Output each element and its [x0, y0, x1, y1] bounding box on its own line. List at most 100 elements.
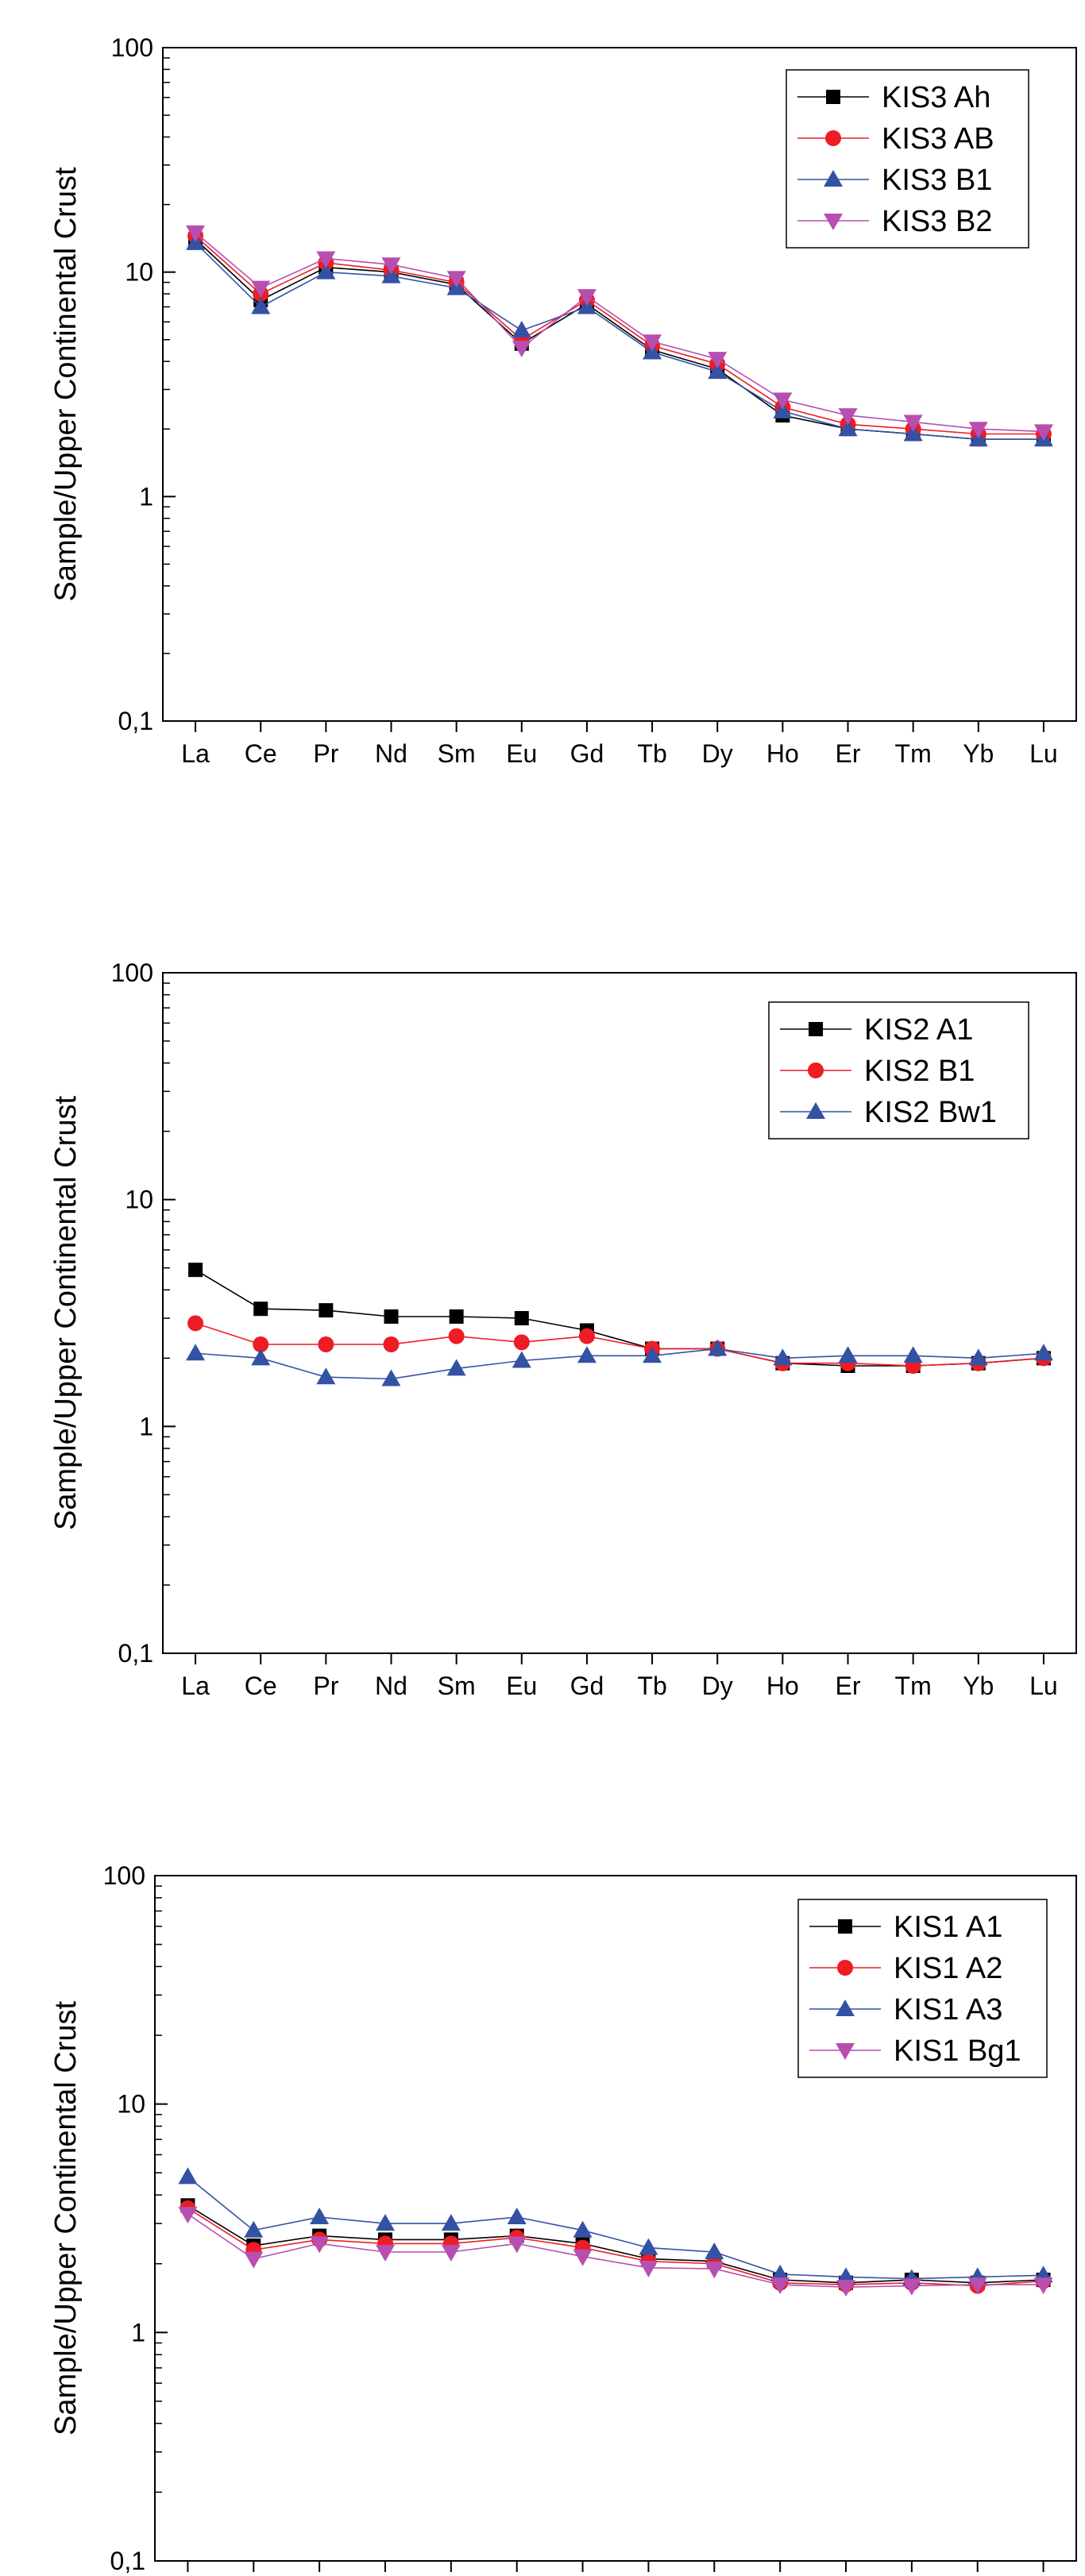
- legend-label: KIS2 A1: [864, 1013, 973, 1047]
- data-point: [968, 422, 988, 439]
- data-point: [383, 1336, 400, 1352]
- data-point: [187, 1315, 204, 1332]
- plot-frame: [162, 972, 1077, 1654]
- x-tick-label: Yb: [963, 739, 994, 768]
- data-point: [1033, 424, 1053, 442]
- y-axis-title: Sample/Upper Continental Crust: [49, 167, 83, 601]
- y-tick-label: 1: [139, 1412, 153, 1440]
- data-point: [967, 2277, 987, 2295]
- data-point: [319, 1303, 334, 1318]
- data-point: [244, 2220, 264, 2238]
- legend-label: KIS3 Ah: [882, 81, 990, 114]
- x-tick-label: Dy: [702, 1672, 733, 1700]
- legend-marker: [809, 1022, 823, 1036]
- legend-label: KIS2 Bw1: [864, 1096, 997, 1129]
- data-point: [446, 1359, 466, 1376]
- legend-marker: [836, 2043, 855, 2060]
- legend-label: KIS2 B1: [864, 1055, 975, 1088]
- series-1: [188, 232, 1051, 447]
- x-tick-label: Gd: [570, 739, 604, 768]
- x-tick-label: Ho: [766, 739, 799, 768]
- series-2: [187, 1315, 1052, 1375]
- x-tick-label: Gd: [570, 1672, 604, 1700]
- data-point: [773, 1348, 793, 1366]
- data-point: [449, 1309, 464, 1324]
- data-point: [643, 1346, 662, 1363]
- data-point: [310, 2208, 330, 2225]
- data-point: [186, 225, 206, 242]
- x-tick-label: Tm: [895, 1672, 932, 1700]
- plot-frame: [162, 47, 1077, 722]
- legend-marker: [824, 214, 843, 230]
- y-tick-label: 100: [103, 1861, 145, 1890]
- data-point: [186, 1344, 206, 1361]
- x-tick-label: Pr: [313, 1672, 338, 1700]
- data-point: [770, 2277, 790, 2295]
- legend-marker: [825, 130, 841, 146]
- y-tick-label: 0,1: [118, 707, 153, 735]
- x-tick-label: Lu: [1029, 1672, 1058, 1700]
- data-point: [838, 408, 858, 426]
- legend-label: KIS3 B1: [882, 164, 992, 197]
- data-point: [836, 2280, 855, 2297]
- plot-frame: [154, 1875, 1077, 2562]
- legend-label: KIS1 Bg1: [894, 2034, 1021, 2068]
- data-point: [1033, 2277, 1053, 2295]
- series-line: [187, 2213, 1044, 2289]
- data-point: [573, 2249, 593, 2266]
- x-tick-label: Ho: [766, 1672, 799, 1700]
- legend-label: KIS3 B2: [882, 205, 992, 238]
- legend-label: KIS1 A1: [894, 1911, 1002, 1944]
- data-point: [310, 2236, 330, 2254]
- series-3: [186, 233, 1053, 447]
- data-point: [903, 424, 923, 442]
- data-point: [708, 1339, 728, 1356]
- y-tick-label: 1: [139, 482, 153, 511]
- x-tick-label: Pr: [313, 739, 338, 768]
- x-tick-label: Tb: [637, 1672, 666, 1700]
- legend-label: KIS3 AB: [882, 122, 994, 156]
- data-point: [773, 401, 793, 418]
- data-point: [376, 2214, 395, 2231]
- x-tick-label: Tm: [895, 739, 932, 768]
- series-4: [186, 225, 1053, 442]
- x-tick-label: Er: [836, 1672, 861, 1700]
- series-line: [195, 242, 1044, 441]
- data-point: [253, 1301, 268, 1317]
- data-point: [316, 251, 336, 268]
- y-tick-label: 100: [111, 33, 153, 62]
- x-tick-label: Ce: [245, 1672, 277, 1700]
- x-tick-label: Dy: [702, 739, 733, 768]
- data-point: [639, 2238, 658, 2255]
- x-tick-label: Ce: [245, 739, 277, 768]
- series-line: [195, 235, 1044, 435]
- data-point: [705, 2242, 724, 2260]
- data-point: [902, 2278, 921, 2296]
- data-point: [507, 2208, 527, 2225]
- legend-marker: [808, 1062, 824, 1078]
- series-1: [180, 2198, 1051, 2290]
- data-point: [639, 2260, 658, 2277]
- x-tick-label: Nd: [375, 739, 407, 768]
- x-tick-label: La: [181, 1672, 210, 1700]
- data-point: [441, 2214, 461, 2231]
- data-point: [773, 392, 793, 410]
- x-tick-label: La: [181, 739, 210, 768]
- y-tick-label: 1: [131, 2318, 145, 2347]
- series-line: [195, 232, 1044, 433]
- x-tick-label: Eu: [506, 1672, 537, 1700]
- legend: KIS3 Ah KIS3 AB KIS3 B1 KIS3 B2: [786, 69, 1029, 249]
- data-point: [448, 1328, 465, 1344]
- legend-marker: [837, 1960, 853, 1976]
- x-tick-label: Lu: [1029, 739, 1058, 768]
- x-tick-label: Eu: [506, 739, 537, 768]
- legend: KIS2 A1 KIS2 B1 KIS2 Bw1: [768, 1001, 1029, 1140]
- data-point: [577, 289, 597, 307]
- data-point: [708, 352, 728, 369]
- data-point: [708, 362, 728, 380]
- series-line: [195, 1348, 1044, 1380]
- legend-marker: [806, 1102, 825, 1119]
- series-line: [187, 2208, 1044, 2287]
- data-point: [178, 2207, 198, 2224]
